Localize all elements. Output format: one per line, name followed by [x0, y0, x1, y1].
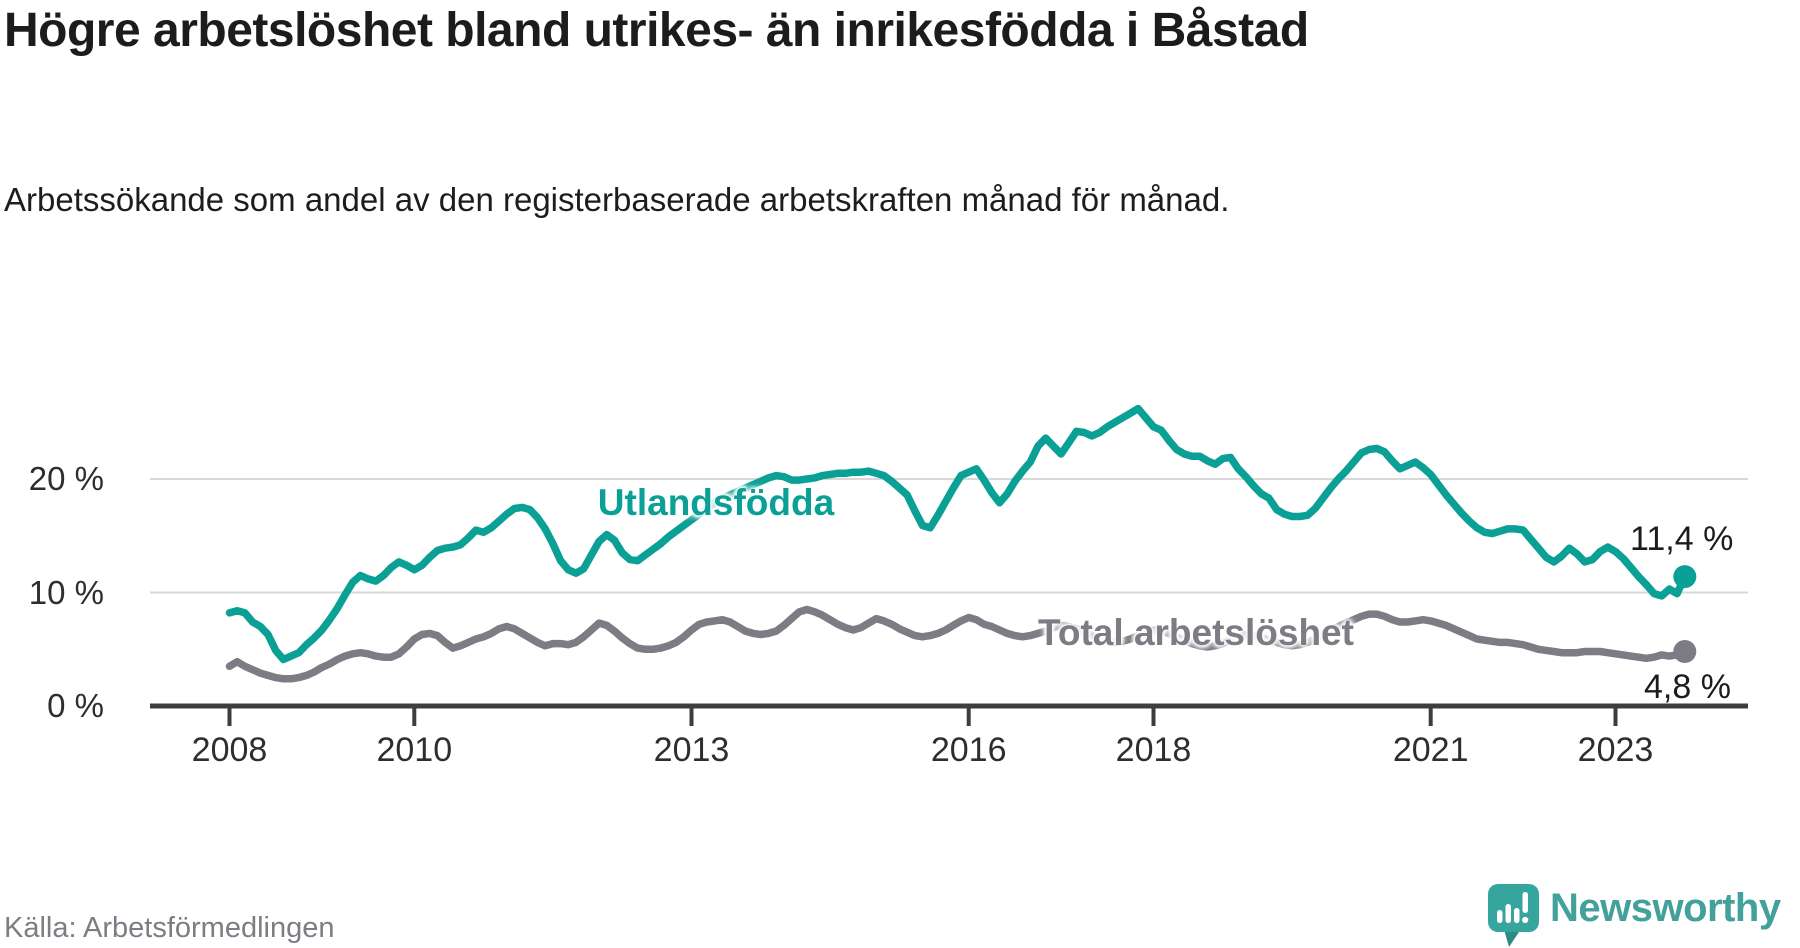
x-tick-label: 2008 [191, 731, 268, 769]
x-axis-group [150, 703, 1748, 726]
series-label-utlandsfodda: Utlandsfödda [597, 482, 835, 523]
x-tick-label: 2013 [653, 731, 730, 769]
x-tick-label: 2018 [1115, 731, 1192, 769]
utlandsfodda-line [225, 404, 1689, 664]
total-arbetsloshet-line [225, 605, 1689, 683]
end-value-label-utlandsfodda: 11,4 % [1630, 520, 1734, 558]
utlandsfodda-end-dot [1673, 565, 1697, 589]
series-group [225, 404, 1697, 683]
page-title: Högre arbetslöshet bland utrikes- än inr… [4, 4, 1309, 57]
total-arbetsloshet-end-dot [1673, 640, 1697, 663]
y-tick-label: 10 % [28, 573, 104, 611]
newsworthy-icon [1488, 884, 1539, 947]
x-tick-label: 2021 [1392, 731, 1469, 769]
end-value-label-total-arbetsloshet: 4,8 % [1644, 668, 1731, 706]
series-label-total-arbetsloshet: Total arbetslöshet [1038, 612, 1354, 653]
x-tick-label: 2023 [1577, 731, 1654, 769]
gridlines-group [150, 478, 1748, 594]
x-tick-label: 2016 [930, 731, 1007, 769]
newsworthy-logo: Newsworthy [1487, 884, 1800, 948]
source-note: Källa: Arbetsförmedlingen [4, 912, 335, 944]
chart-subtitle: Arbetssökande som andel av den registerb… [4, 181, 1230, 218]
y-tick-label: 20 % [28, 460, 104, 497]
brand-name: Newsworthy [1550, 886, 1781, 930]
y-tick-label: 0 % [47, 687, 104, 724]
x-tick-label: 2010 [376, 731, 453, 769]
